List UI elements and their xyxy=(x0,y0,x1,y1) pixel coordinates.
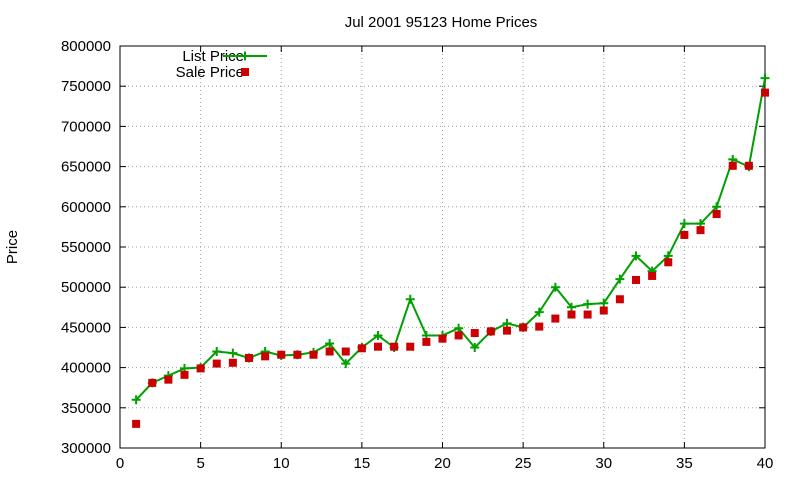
data-point-square xyxy=(341,347,350,356)
data-point-square xyxy=(293,350,302,359)
data-point-cross xyxy=(405,294,415,304)
data-point-cross xyxy=(615,274,625,284)
data-point-square xyxy=(390,342,399,351)
data-point-square xyxy=(148,378,157,387)
data-point-cross xyxy=(131,395,141,405)
data-point-square xyxy=(486,327,495,336)
data-point-square xyxy=(728,161,737,170)
x-tick-label: 10 xyxy=(273,455,290,472)
data-point-cross xyxy=(583,299,593,309)
data-point-cross xyxy=(631,251,641,261)
data-point-square xyxy=(228,358,237,367)
data-point-square xyxy=(325,347,334,356)
data-point-square xyxy=(309,350,318,359)
data-point-square xyxy=(261,352,270,361)
y-axis-label: Price xyxy=(4,230,21,264)
x-tick-label: 0 xyxy=(116,455,124,472)
data-point-square xyxy=(599,306,608,315)
data-point-square xyxy=(551,314,560,323)
data-point-square xyxy=(422,337,431,346)
data-point-cross xyxy=(679,219,689,229)
y-tick-label: 550000 xyxy=(61,239,111,256)
legend-swatch-square xyxy=(241,68,249,76)
data-point-square xyxy=(357,344,366,353)
data-point-cross xyxy=(599,298,609,308)
grid-lines xyxy=(120,46,765,448)
data-point-square xyxy=(454,331,463,340)
legend-label: Sale Price xyxy=(176,64,244,81)
data-point-cross xyxy=(341,359,351,369)
data-point-square xyxy=(374,342,382,351)
x-tick-label: 5 xyxy=(196,455,204,472)
y-tick-label: 800000 xyxy=(61,38,111,55)
data-point-square xyxy=(438,334,447,343)
data-point-cross xyxy=(373,330,383,340)
data-point-square xyxy=(180,370,189,379)
data-point-square xyxy=(535,322,544,331)
data-point-square xyxy=(196,364,205,373)
data-point-square xyxy=(245,353,253,362)
y-tick-label: 500000 xyxy=(61,279,111,296)
data-point-square xyxy=(761,88,769,97)
data-point-square xyxy=(406,342,415,351)
data-point-square xyxy=(277,350,286,359)
y-tick-label: 450000 xyxy=(61,319,111,336)
y-tick-label: 600000 xyxy=(61,199,111,216)
y-tick-label: 700000 xyxy=(61,118,111,135)
data-point-square xyxy=(744,161,753,170)
data-point-square xyxy=(132,419,141,428)
x-tick-label: 15 xyxy=(354,455,371,472)
data-point-cross xyxy=(760,73,770,83)
x-tick-label: 40 xyxy=(757,455,774,472)
series-line xyxy=(135,77,766,401)
data-point-cross xyxy=(470,343,480,352)
chart-title: Jul 2001 95123 Home Prices xyxy=(345,14,538,31)
data-point-square xyxy=(503,326,511,335)
data-point-cross xyxy=(550,282,560,292)
data-point-cross xyxy=(212,347,222,357)
series-layer xyxy=(131,73,770,428)
data-point-square xyxy=(632,275,640,284)
data-point-square xyxy=(696,226,705,235)
data-point-square xyxy=(712,210,721,219)
legend-swatch-cross xyxy=(240,51,250,61)
data-point-square xyxy=(567,310,576,319)
y-tick-label: 750000 xyxy=(61,78,111,95)
data-point-square xyxy=(470,329,479,338)
data-point-square xyxy=(212,359,221,368)
data-point-square xyxy=(583,310,592,319)
x-tick-label: 25 xyxy=(515,455,532,472)
y-tick-label: 650000 xyxy=(61,159,111,176)
data-point-cross xyxy=(567,302,576,312)
data-point-square xyxy=(615,295,624,304)
data-point-cross xyxy=(454,323,464,333)
x-tick-label: 20 xyxy=(434,455,451,472)
data-point-cross xyxy=(228,348,238,358)
data-point-cross xyxy=(502,318,512,328)
axes: 0 5 10 15 20 25 30 35 40 300000 350000 400000 450000… xyxy=(61,38,773,472)
series-sale-price xyxy=(132,88,769,428)
x-tick-label: 30 xyxy=(595,455,612,472)
data-point-cross xyxy=(712,202,722,212)
data-point-square xyxy=(164,375,173,384)
data-point-square xyxy=(680,230,689,239)
y-tick-label: 350000 xyxy=(61,400,111,417)
y-tick-label: 400000 xyxy=(61,360,111,377)
data-point-cross xyxy=(325,338,335,348)
data-point-square xyxy=(648,271,657,280)
x-tick-label: 35 xyxy=(676,455,693,472)
y-tick-label: 300000 xyxy=(61,440,111,457)
data-point-square xyxy=(664,258,673,267)
data-point-square xyxy=(519,323,528,332)
legend-label: List Price xyxy=(182,48,244,65)
data-point-cross xyxy=(534,307,544,317)
